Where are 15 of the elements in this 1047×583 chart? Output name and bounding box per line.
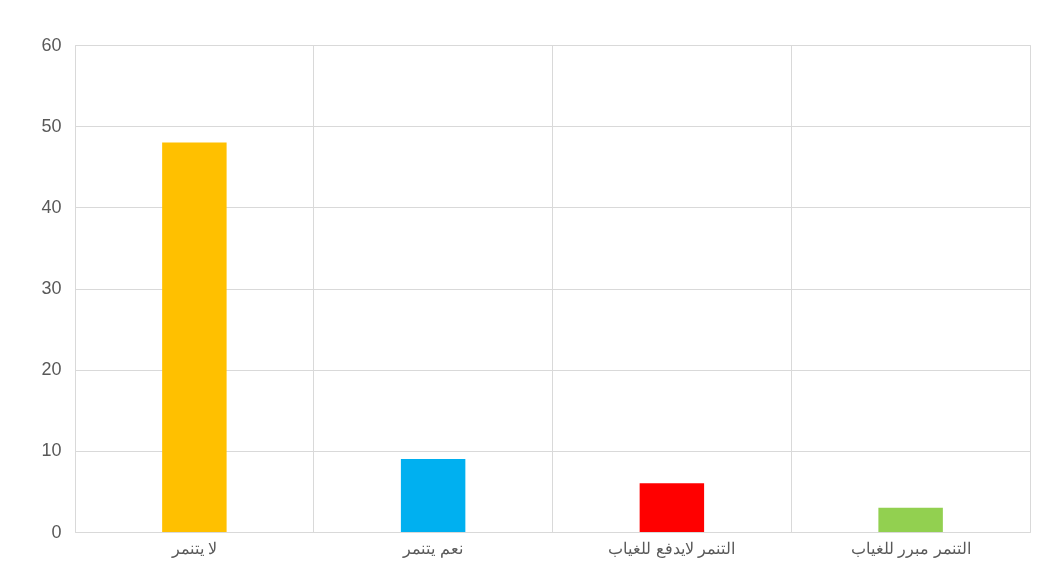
x-tick-label: لا يتنمر [170, 539, 218, 558]
x-tick-label: نعم يتنمر [402, 539, 463, 558]
y-tick-label: 30 [41, 278, 62, 298]
bar [878, 507, 943, 532]
y-tick-label: 60 [41, 34, 62, 55]
bar [162, 142, 227, 532]
y-tick-label: 10 [41, 440, 62, 461]
x-tick-label: التنمر لايدفع للغياب [608, 539, 736, 558]
bar [400, 458, 466, 532]
y-tick-label: 40 [41, 196, 62, 217]
x-tick-label: التنمر مبرر للغياب [850, 539, 971, 558]
bar [639, 483, 705, 532]
y-tick-label: 20 [41, 359, 62, 380]
y-tick-label: 0 [51, 521, 62, 542]
y-tick-label: 50 [41, 115, 62, 136]
